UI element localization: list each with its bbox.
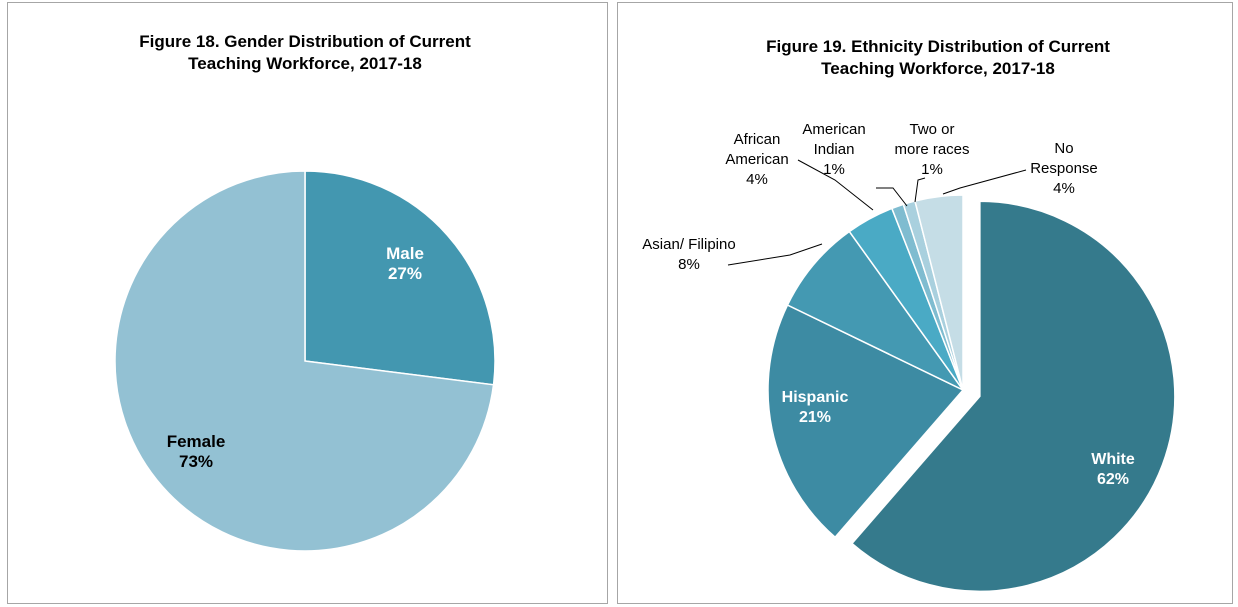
value-label: 73% — [178, 452, 214, 471]
leader-line — [727, 243, 823, 266]
value-label: 8% — [678, 256, 700, 273]
pie-slice — [850, 200, 1176, 593]
leader-line — [876, 187, 908, 207]
panel — [7, 2, 608, 604]
category-label: African American — [725, 131, 789, 168]
slice-label: American Indian 1% — [794, 120, 874, 180]
leader-line — [914, 177, 926, 203]
slice-label: No Response 4% — [1024, 139, 1104, 199]
slice-label: White 62% — [1091, 450, 1135, 490]
pie-slice — [767, 304, 965, 539]
category-label: Female — [166, 432, 226, 451]
leader-line — [797, 159, 874, 211]
slice-label: Two or more races 1% — [892, 120, 972, 180]
panel — [617, 2, 1233, 604]
value-label: 1% — [921, 161, 943, 178]
category-label: Male — [386, 244, 424, 263]
value-label: 1% — [823, 161, 845, 178]
slice-label: African American 4% — [717, 130, 797, 190]
category-label: Hispanic — [781, 389, 849, 406]
pie-slice — [786, 230, 964, 391]
value-label: 21% — [798, 409, 832, 426]
value-label: 62% — [1096, 471, 1130, 488]
category-label: Two or more races — [894, 121, 970, 158]
category-label: White — [1091, 451, 1135, 468]
slice-label: Hispanic 21% — [782, 388, 849, 428]
leader-line — [942, 169, 1027, 195]
category-label: American Indian — [802, 121, 866, 158]
category-label: Asian/ Filipino — [642, 236, 736, 253]
pie-slice — [114, 170, 495, 552]
value-label: 4% — [1053, 180, 1075, 197]
chart-title: Figure 18. Gender Distribution of Curren… — [139, 32, 471, 73]
slice-label: Asian/ Filipino 8% — [642, 235, 735, 275]
value-label: 27% — [387, 264, 423, 283]
value-label: 4% — [746, 171, 768, 188]
category-label: No Response — [1030, 140, 1098, 177]
chart-title: Figure 19. Ethnicity Distribution of Cur… — [766, 37, 1110, 78]
pie-slice — [304, 170, 496, 386]
slice-label: Female 73% — [167, 432, 226, 472]
slice-label: Male 27% — [386, 244, 424, 284]
